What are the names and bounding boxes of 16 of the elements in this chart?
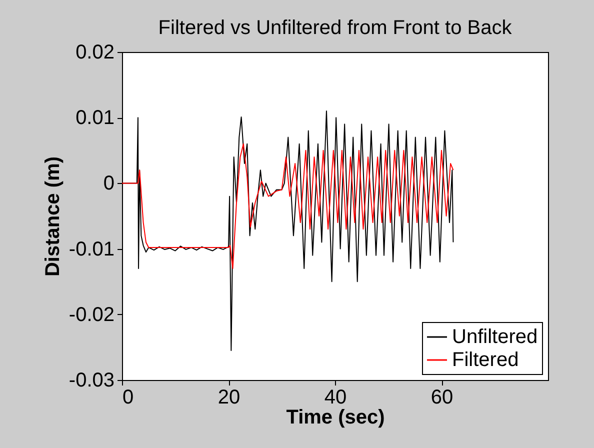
x-axis-title: Time (sec)	[286, 406, 385, 428]
x-tick-label: 0	[122, 386, 134, 408]
legend-label: Unfiltered	[452, 326, 538, 348]
chart-title: Filtered vs Unfiltered from Front to Back	[158, 17, 513, 39]
line-series	[122, 143, 454, 269]
y-tick-label: 0.02	[76, 42, 114, 64]
y-tick-label: -0.01	[68, 238, 114, 260]
legend-label: Filtered	[452, 349, 519, 371]
x-tick-label: 60	[430, 386, 454, 408]
y-tick-label: -0.03	[68, 370, 114, 392]
y-tick-label: 0.01	[76, 107, 114, 130]
x-tick-label: 20	[218, 386, 240, 408]
x-tick-label: 40	[324, 386, 347, 408]
y-axis-title: Distance (m)	[42, 156, 64, 277]
y-tick-label: 0	[103, 172, 114, 195]
y-tick-label: -0.02	[68, 304, 114, 326]
